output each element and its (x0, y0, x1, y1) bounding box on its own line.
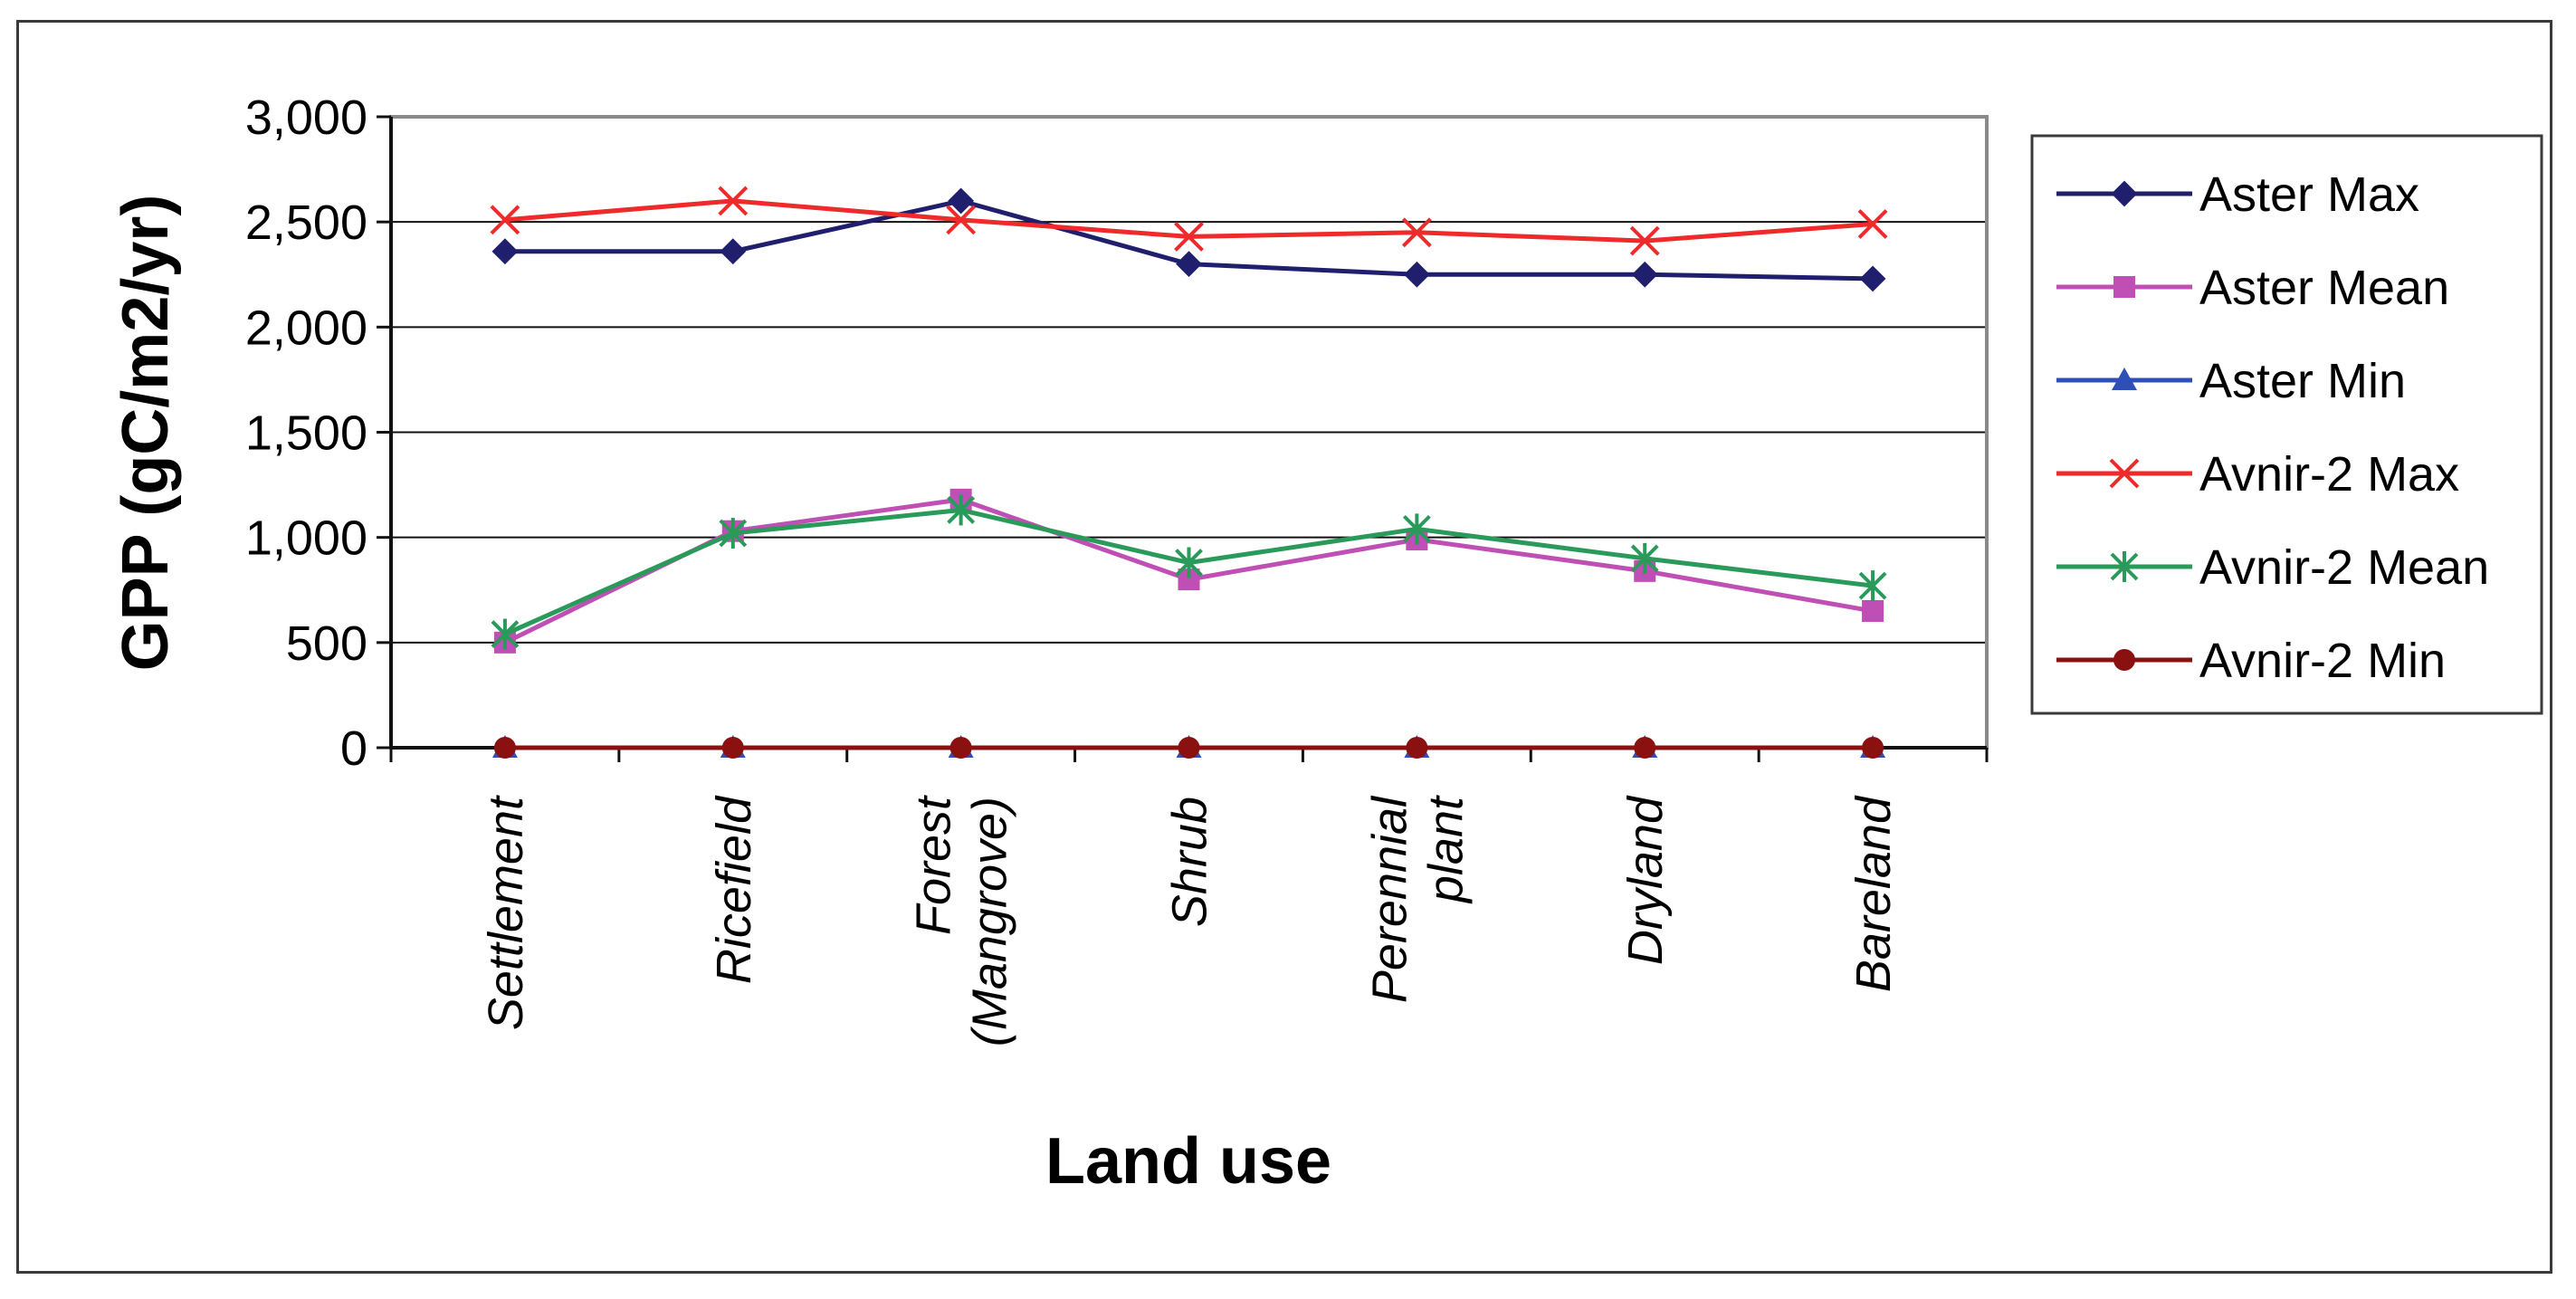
legend-marker (2111, 180, 2138, 207)
legend-item: Aster Max (2056, 167, 2419, 222)
data-point (491, 238, 519, 265)
marker-stroke (1857, 209, 1888, 239)
data-point (1406, 737, 1428, 759)
y-axis-title: GPP (gC/m2/yr) (110, 195, 182, 672)
category-label: Ricefield (707, 795, 761, 984)
data-point (1175, 547, 1203, 578)
data-point (947, 494, 976, 526)
marker-stroke (946, 205, 977, 235)
category-label-line: plant (1418, 795, 1473, 904)
axes (377, 115, 1989, 762)
y-tick-label: 2,000 (245, 301, 367, 355)
category-label: Perennialplant (1362, 795, 1473, 1003)
legend-marker (2109, 458, 2140, 489)
y-tick-label: 1,000 (245, 511, 367, 566)
data-point (718, 186, 749, 216)
legend-label: Aster Mean (2199, 261, 2449, 315)
legend-marker (2112, 368, 2137, 390)
x-axis-title: Land use (1045, 1125, 1331, 1198)
legend-item: Avnir-2 Mean (2056, 540, 2489, 595)
category-label: Bareland (1846, 795, 1901, 992)
data-point (1402, 513, 1431, 545)
category-label: Settlement (479, 795, 533, 1030)
legend-label: Avnir-2 Min (2199, 634, 2446, 688)
legend-label: Aster Min (2199, 354, 2406, 408)
data-point (491, 618, 520, 650)
data-point (946, 205, 977, 235)
series-avnir-2-min (493, 737, 1884, 759)
data-point (949, 737, 972, 759)
data-point (1176, 251, 1202, 278)
data-point (1862, 737, 1884, 759)
data-point (719, 518, 748, 549)
legend-label: Avnir-2 Max (2199, 447, 2459, 501)
data-point (1631, 261, 1658, 288)
legend: Aster Max Aster Mean Aster Min Avnir-2 Max A… (2030, 134, 2543, 715)
data-point (721, 737, 744, 759)
y-tick-label: 1,500 (245, 406, 367, 461)
series-avnir-2-max (490, 186, 1888, 256)
legend-box (2030, 134, 2543, 715)
data-point (1630, 542, 1659, 574)
legend-item: Aster Min (2056, 354, 2406, 408)
category-label: Dryland (1618, 795, 1673, 965)
data-point (1174, 222, 1204, 252)
marker-stroke (2109, 458, 2140, 489)
marker-stroke (490, 205, 520, 235)
y-tick-labels: 0 500 1,000 1,500 2,000 2,500 3,000 (245, 91, 367, 776)
data-point (1859, 265, 1886, 292)
legend-item: Avnir-2 Min (2056, 634, 2446, 688)
series-avnir-2-mean (491, 494, 1887, 650)
y-tick-label: 0 (340, 721, 367, 776)
data-point (1857, 209, 1888, 239)
x-category-labels: Settlement Ricefield Forest(Mangrove) Shrub… (479, 795, 1901, 1046)
category-label-line: Bareland (1846, 795, 1901, 992)
data-point (1862, 599, 1884, 622)
data-point (720, 238, 747, 265)
category-label: Shrub (1163, 797, 1217, 927)
gridlines (391, 221, 1987, 644)
marker-stroke (1174, 222, 1204, 252)
category-label-line: Dryland (1618, 795, 1673, 965)
data-point (1178, 737, 1200, 759)
category-label-line: Settlement (479, 795, 533, 1030)
data-point (493, 737, 516, 759)
marker-stroke (1401, 217, 1432, 248)
marker-stroke (718, 186, 749, 216)
data-series (490, 186, 1888, 759)
category-label-line: Perennial (1362, 795, 1417, 1003)
category-label-line: (Mangrove) (963, 797, 1017, 1046)
y-tick-label: 3,000 (245, 91, 367, 145)
category-label-line: Ricefield (707, 795, 761, 984)
data-point (1634, 737, 1656, 759)
data-point (1403, 261, 1430, 288)
category-label-line: Shrub (1163, 797, 1217, 927)
data-point (490, 205, 520, 235)
legend-label: Avnir-2 Mean (2199, 540, 2489, 595)
y-tick-label: 2,500 (245, 196, 367, 250)
legend-marker (2113, 649, 2135, 671)
data-point (1629, 225, 1660, 256)
data-point (1401, 217, 1432, 248)
legend-marker (2110, 551, 2139, 582)
marker-stroke (1629, 225, 1660, 256)
category-label: Forest(Mangrove) (907, 795, 1017, 1046)
category-label-line: Forest (907, 795, 961, 935)
legend-item: Avnir-2 Max (2056, 447, 2459, 501)
legend-item: Aster Mean (2056, 261, 2449, 315)
legend-marker (2113, 276, 2135, 298)
series-aster-max (491, 187, 1886, 292)
data-point (948, 187, 975, 215)
legend-label: Aster Max (2199, 167, 2419, 222)
data-point (1858, 570, 1887, 602)
y-tick-label: 500 (286, 616, 367, 671)
